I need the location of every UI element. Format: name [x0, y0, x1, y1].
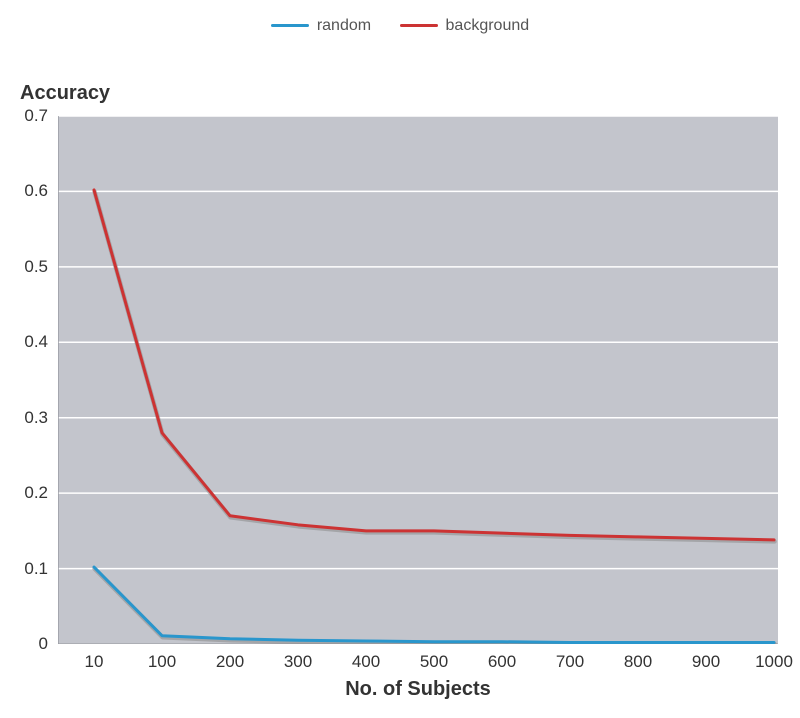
x-tick-label: 500 — [420, 652, 448, 672]
plot-area: 00.10.20.30.40.50.60.7 10100200300400500… — [58, 116, 778, 644]
x-tick-label: 700 — [556, 652, 584, 672]
x-tick-label: 900 — [692, 652, 720, 672]
y-tick-label: 0.6 — [24, 181, 48, 201]
x-tick-label: 200 — [216, 652, 244, 672]
plot-svg — [58, 116, 778, 644]
y-tick-label: 0.2 — [24, 483, 48, 503]
x-tick-label: 100 — [148, 652, 176, 672]
legend-label-random: random — [317, 17, 371, 35]
legend-swatch-background — [400, 24, 438, 27]
y-tick-label: 0.3 — [24, 408, 48, 428]
legend-item-background: background — [400, 17, 530, 35]
x-tick-label: 600 — [488, 652, 516, 672]
y-tick-label: 0.4 — [24, 332, 48, 352]
x-tick-label: 400 — [352, 652, 380, 672]
y-tick-label: 0.7 — [24, 106, 48, 126]
legend-item-random: random — [271, 17, 371, 35]
x-tick-label: 1000 — [755, 652, 793, 672]
y-tick-label: 0 — [39, 634, 48, 654]
x-tick-label: 800 — [624, 652, 652, 672]
legend-label-background: background — [446, 17, 530, 35]
y-tick-label: 0.1 — [24, 559, 48, 579]
chart-title: Accuracy — [20, 82, 110, 105]
x-tick-label: 10 — [85, 652, 104, 672]
x-axis-title: No. of Subjects — [58, 678, 778, 701]
x-tick-label: 300 — [284, 652, 312, 672]
legend: random background — [0, 14, 800, 35]
y-tick-label: 0.5 — [24, 257, 48, 277]
legend-swatch-random — [271, 24, 309, 27]
